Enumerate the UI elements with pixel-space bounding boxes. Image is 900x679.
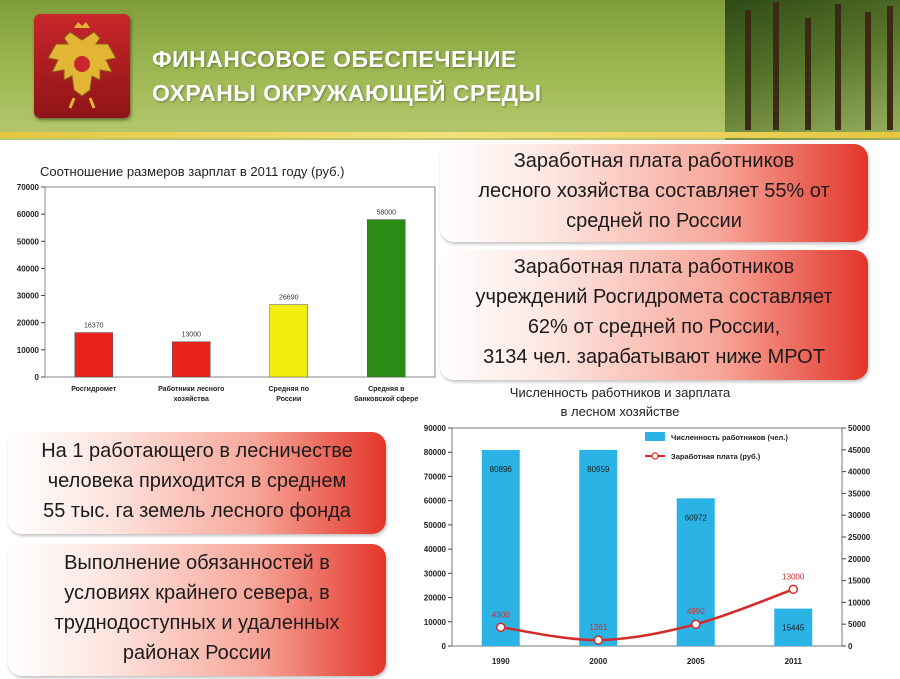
salary-point xyxy=(788,584,798,595)
salary-chart-title: Соотношение размеров зарплат в 2011 году… xyxy=(40,164,345,179)
legend-swatch-bars xyxy=(645,432,665,441)
bar xyxy=(367,219,406,378)
title-line-1: ФИНАНСОВОЕ ОБЕСПЕЧЕНИЕ xyxy=(152,46,517,72)
y-tick-label: 20000 xyxy=(17,319,40,328)
right-y-tick-label: 5000 xyxy=(848,620,866,629)
data-label: 58000 xyxy=(377,210,397,217)
right-y-tick-label: 45000 xyxy=(848,446,871,455)
north-duties-panel: Выполнение обязанностей в условиях крайн… xyxy=(8,544,386,676)
header-divider xyxy=(0,132,900,138)
x-tick-label: Росгидромет xyxy=(71,386,117,393)
y-tick-label: 10000 xyxy=(17,346,40,355)
x-tick-label: банковской сфере xyxy=(354,395,418,403)
x-tick-label: 2000 xyxy=(589,657,607,666)
bar xyxy=(172,341,211,378)
left-y-tick-label: 70000 xyxy=(424,472,447,481)
left-y-tick-label: 50000 xyxy=(424,521,447,530)
y-tick-label: 60000 xyxy=(17,210,40,219)
right-y-tick-label: 20000 xyxy=(848,555,871,564)
bar xyxy=(579,449,618,646)
salary-data-label: 4300 xyxy=(492,610,510,619)
double-headed-eagle-icon xyxy=(47,22,117,109)
right-y-tick-label: 10000 xyxy=(848,598,871,607)
x-tick-label: 1990 xyxy=(492,657,510,666)
data-label: 26690 xyxy=(279,295,299,302)
bar-data-label: 15445 xyxy=(782,624,805,633)
forestry-salary-panel: Заработная плата работников лесного хозя… xyxy=(440,144,868,242)
header-banner: ФИНАНСОВОЕ ОБЕСПЕЧЕНИЕ ОХРАНЫ ОКРУЖАЮЩЕЙ… xyxy=(0,0,900,140)
right-y-tick-label: 0 xyxy=(848,642,853,651)
forest-photo xyxy=(725,0,900,140)
page-title: ФИНАНСОВОЕ ОБЕСПЕЧЕНИЕ ОХРАНЫ ОКРУЖАЮЩЕЙ… xyxy=(152,42,542,110)
bar xyxy=(269,304,308,378)
left-y-tick-label: 0 xyxy=(442,642,447,651)
x-tick-label: 2011 xyxy=(785,657,803,666)
bar xyxy=(74,332,113,378)
right-y-tick-label: 35000 xyxy=(848,489,871,498)
right-y-tick-label: 15000 xyxy=(848,577,871,586)
salary-point xyxy=(593,635,603,645)
y-tick-label: 70000 xyxy=(17,183,40,192)
x-tick-label: России xyxy=(276,396,301,403)
title-line-2: ОХРАНЫ ОКРУЖАЮЩЕЙ СРЕДЫ xyxy=(152,80,542,106)
y-tick-label: 30000 xyxy=(17,292,40,301)
roshydromet-salary-panel: Заработная плата работников учреждений Р… xyxy=(440,250,868,380)
left-y-tick-label: 20000 xyxy=(424,594,447,603)
right-y-tick-label: 30000 xyxy=(848,511,871,520)
salary-point xyxy=(691,619,701,629)
salary-data-label: 13000 xyxy=(782,572,805,581)
legend-swatch-marker xyxy=(651,452,659,460)
left-y-tick-label: 80000 xyxy=(424,448,447,457)
coat-of-arms-emblem xyxy=(34,14,130,118)
bar-data-label: 80959 xyxy=(587,465,610,474)
x-tick-label: хозяйства xyxy=(174,395,209,403)
salary-comparison-chart: 0 10000 20000 30000 40000 50000 60000 70000 1637… xyxy=(17,183,436,403)
left-y-tick-label: 60000 xyxy=(424,497,447,506)
y-tick-label: 40000 xyxy=(17,264,40,273)
bar-data-label: 80896 xyxy=(490,465,513,474)
right-y-tick-label: 50000 xyxy=(848,424,871,433)
salary-data-label: 1361 xyxy=(589,623,607,632)
left-y-tick-label: 40000 xyxy=(424,545,447,554)
forestry-workers-chart: 0100002000030000400005000060000700008000… xyxy=(424,424,871,666)
bar xyxy=(774,608,813,646)
y-tick-label: 50000 xyxy=(17,237,40,246)
x-tick-label: Средняя по xyxy=(268,386,309,393)
data-label: 16370 xyxy=(84,323,104,330)
right-y-tick-label: 25000 xyxy=(848,533,871,542)
x-tick-label: Средняя в xyxy=(368,386,405,393)
left-y-tick-label: 10000 xyxy=(424,618,447,627)
bar xyxy=(481,450,520,646)
salary-line xyxy=(500,588,794,642)
salary-point xyxy=(496,622,506,633)
x-tick-label: 2005 xyxy=(687,657,705,666)
legend-label: Численность работников (чел.) xyxy=(671,433,788,442)
left-y-tick-label: 90000 xyxy=(424,424,447,433)
left-y-tick-label: 30000 xyxy=(424,569,447,578)
salary-data-label: 4990 xyxy=(687,607,705,616)
bar-data-label: 60972 xyxy=(685,513,708,522)
land-per-worker-panel: На 1 работающего в лесничестве человека … xyxy=(8,432,386,534)
y-tick-label: 0 xyxy=(35,373,40,382)
right-y-tick-label: 40000 xyxy=(848,468,871,477)
data-label: 13000 xyxy=(182,332,202,339)
legend-label: Заработная плата (руб.) xyxy=(671,452,761,461)
forestry-chart-title: Численность работников и зарплата в лесн… xyxy=(509,385,731,419)
x-tick-label: Работники лесного xyxy=(158,385,224,393)
